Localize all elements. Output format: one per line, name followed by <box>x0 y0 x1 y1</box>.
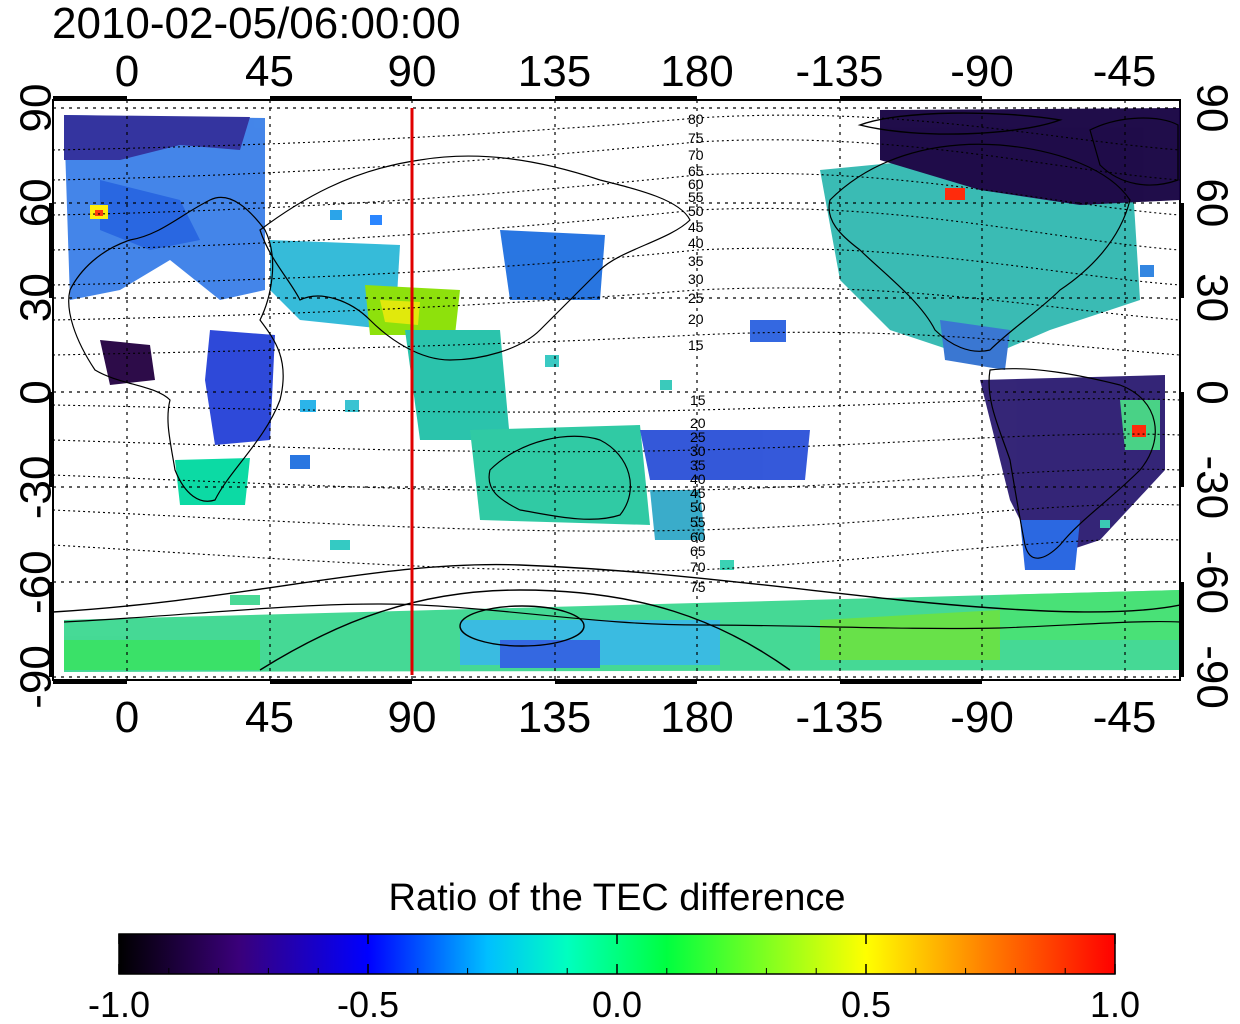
x-tick-label-bottom: 0 <box>115 693 139 742</box>
colorbar-title: Ratio of the TEC difference <box>389 877 846 919</box>
magnetic-latitude-contours <box>53 114 1180 572</box>
contour-label-north: 55 <box>688 189 704 205</box>
x-axis-bottom-labels: 0 45 90 135 180 -135 -90 -45 <box>115 693 1157 742</box>
contour-label-north: 40 <box>688 235 704 251</box>
contour-label-north: 50 <box>688 203 704 219</box>
contour-label-south: 75 <box>690 579 706 595</box>
y-tick-label-right: 60 <box>1188 178 1237 227</box>
contour-label-south: 55 <box>690 514 706 530</box>
contour-label-north: 45 <box>688 219 704 235</box>
x-tick-label-top: -90 <box>950 47 1014 96</box>
map-title: 2010-02-05/06:00:00 <box>52 0 461 48</box>
y-axis-right-labels: 90 60 30 0 -30 -60 -90 <box>1188 84 1237 709</box>
x-tick-label-top: -45 <box>1093 47 1157 96</box>
y-tick-label-left: 90 <box>12 84 61 133</box>
contour-label-south: 65 <box>690 543 706 559</box>
contour-label-north: 65 <box>688 163 704 179</box>
contour-label-north: 20 <box>688 311 704 327</box>
map-plot-area: 8075706560555045403530252015152025303540… <box>49 96 1184 684</box>
y-tick-label-left: 60 <box>12 178 61 227</box>
contour-label-south: 70 <box>690 559 706 575</box>
colorbar-tick-label: 1.0 <box>1090 984 1140 1024</box>
y-tick-label-left: -60 <box>12 550 61 614</box>
y-tick-label-right: 0 <box>1188 380 1237 404</box>
colorbar: Ratio of the TEC difference -1.0 -0.5 0.0 0… <box>88 877 1140 1024</box>
x-tick-label-top: 45 <box>245 47 294 96</box>
y-tick-label-left: -90 <box>12 645 61 709</box>
y-tick-label-right: -60 <box>1188 550 1237 614</box>
coastlines <box>63 117 1180 630</box>
x-tick-label-top: 135 <box>518 47 591 96</box>
y-tick-label-left: -30 <box>12 456 61 520</box>
x-tick-label-bottom: 90 <box>388 693 437 742</box>
x-axis-top-labels: 0 45 90 135 180 -135 -90 -45 <box>115 47 1157 96</box>
contour-label-north: 80 <box>688 111 704 127</box>
contour-label-south: 20 <box>690 415 706 431</box>
x-tick-label-bottom: 180 <box>660 693 733 742</box>
x-tick-label-bottom: -45 <box>1093 693 1157 742</box>
contour-label-south: 30 <box>690 443 706 459</box>
contour-label-north: 70 <box>688 147 704 163</box>
x-tick-label-bottom: -135 <box>795 693 883 742</box>
auroral-contours <box>53 112 1180 671</box>
x-tick-label-bottom: 45 <box>245 693 294 742</box>
contour-label-north: 35 <box>688 253 704 269</box>
contour-label-south: 35 <box>690 457 706 473</box>
contour-labels: 8075706560555045403530252015152025303540… <box>688 111 706 595</box>
axis-bars <box>49 96 1184 684</box>
contour-label-north: 75 <box>688 130 704 146</box>
y-tick-label-right: -90 <box>1188 645 1237 709</box>
x-tick-label-top: 0 <box>115 47 139 96</box>
y-tick-label-left: 0 <box>12 380 61 404</box>
contour-label-south: 50 <box>690 499 706 515</box>
colorbar-tick-label: -0.5 <box>337 984 399 1024</box>
contour-label-south: 15 <box>690 392 706 408</box>
colorbar-tick-label: -1.0 <box>88 984 150 1024</box>
y-tick-label-right: -30 <box>1188 456 1237 520</box>
contour-label-south: 40 <box>690 471 706 487</box>
contour-label-south: 60 <box>690 529 706 545</box>
contour-label-north: 15 <box>688 337 704 353</box>
x-tick-label-top: 180 <box>660 47 733 96</box>
colorbar-ticks: -1.0 -0.5 0.0 0.5 1.0 <box>88 934 1140 1024</box>
colorbar-tick-label: 0.0 <box>592 984 642 1024</box>
contour-label-south: 45 <box>690 485 706 501</box>
contour-label-north: 30 <box>688 271 704 287</box>
x-tick-label-top: -135 <box>795 47 883 96</box>
contour-label-north: 25 <box>688 290 704 306</box>
y-axis-left-labels: 90 60 30 0 -30 -60 -90 <box>12 84 61 709</box>
y-tick-label-left: 30 <box>12 273 61 322</box>
x-tick-label-bottom: -90 <box>950 693 1014 742</box>
y-tick-label-right: 30 <box>1188 273 1237 322</box>
y-tick-label-right: 90 <box>1188 84 1237 133</box>
x-tick-label-top: 90 <box>388 47 437 96</box>
contour-label-south: 25 <box>690 429 706 445</box>
tec-data-layer <box>64 108 1180 672</box>
contour-label-north: 60 <box>688 176 704 192</box>
x-tick-label-bottom: 135 <box>518 693 591 742</box>
colorbar-tick-label: 0.5 <box>841 984 891 1024</box>
